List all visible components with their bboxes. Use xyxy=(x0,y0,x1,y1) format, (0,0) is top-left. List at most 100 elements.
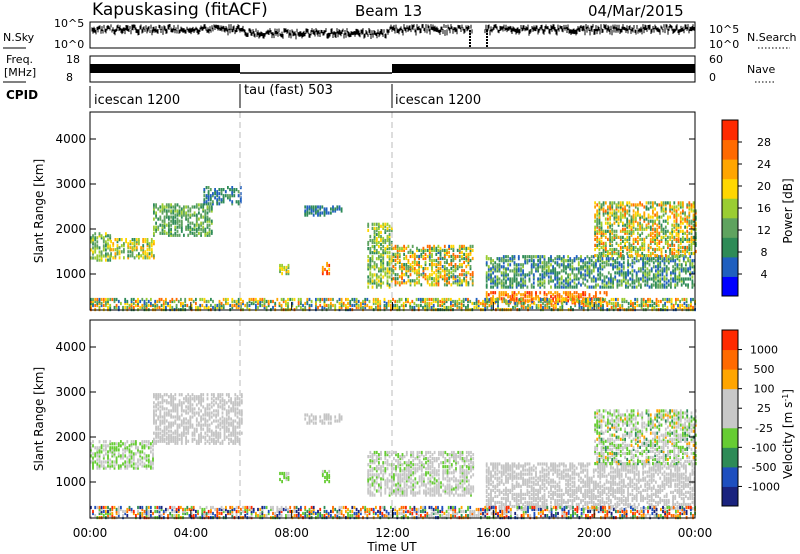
data-cell xyxy=(388,283,391,287)
data-cell xyxy=(378,267,380,271)
data-cell xyxy=(382,281,385,285)
data-cell xyxy=(432,305,435,310)
data-cell xyxy=(530,257,533,261)
data-cell xyxy=(619,201,622,205)
data-cell xyxy=(163,439,166,443)
data-cell xyxy=(102,244,105,248)
data-cell xyxy=(554,285,557,289)
data-cell xyxy=(367,275,370,279)
data-cell xyxy=(428,303,431,308)
data-cell xyxy=(622,239,624,243)
data-cell xyxy=(637,227,639,231)
data-cell xyxy=(591,303,594,308)
data-cell xyxy=(218,196,221,200)
data-cell xyxy=(168,401,170,405)
data-cell xyxy=(375,240,378,245)
data-cell xyxy=(382,267,385,271)
data-cell xyxy=(622,215,624,219)
data-cell xyxy=(632,215,635,219)
data-cell xyxy=(351,303,354,308)
data-cell xyxy=(143,305,146,310)
data-cell xyxy=(556,257,559,261)
data-cell xyxy=(105,444,107,448)
data-cell xyxy=(622,277,625,281)
data-cell xyxy=(176,221,179,225)
data-cell xyxy=(189,209,192,213)
data-cell xyxy=(155,433,157,437)
data-cell xyxy=(471,283,474,287)
data-cell xyxy=(562,285,565,289)
data-cell xyxy=(628,213,631,217)
data-cell xyxy=(601,267,604,271)
data-cell xyxy=(218,299,221,304)
data-cell xyxy=(594,205,596,209)
data-cell xyxy=(560,269,563,273)
nsearch-label: N.Search xyxy=(747,31,797,44)
data-cell xyxy=(569,281,572,285)
data-cell xyxy=(607,271,610,275)
data-cell xyxy=(129,250,132,254)
data-cell xyxy=(168,229,170,233)
data-cell xyxy=(610,273,612,277)
data-cell xyxy=(435,281,438,285)
data-cell xyxy=(306,207,309,211)
data-cell xyxy=(145,303,148,308)
data-cell xyxy=(598,209,601,213)
data-cell xyxy=(317,205,319,209)
data-cell xyxy=(544,305,547,310)
data-cell xyxy=(532,255,535,259)
data-cell xyxy=(691,265,694,269)
data-cell xyxy=(210,297,212,302)
data-cell xyxy=(598,213,601,217)
data-cell xyxy=(567,273,569,277)
data-cell xyxy=(161,405,164,409)
data-cell xyxy=(94,299,97,304)
data-cell xyxy=(548,299,551,304)
data-cell xyxy=(686,245,689,250)
data-cell xyxy=(168,441,170,445)
data-cell xyxy=(323,297,326,302)
data-cell xyxy=(643,243,646,247)
data-cell xyxy=(637,277,640,281)
data-cell xyxy=(522,293,524,297)
data-cell xyxy=(612,305,615,310)
data-cell xyxy=(163,231,166,235)
data-cell xyxy=(615,241,618,245)
data-cell xyxy=(619,237,622,241)
data-cell xyxy=(184,297,187,302)
data-cell xyxy=(595,261,597,265)
data-cell xyxy=(595,303,598,308)
data-cell xyxy=(632,221,635,225)
data-cell xyxy=(624,227,626,231)
data-cell xyxy=(600,305,602,310)
data-cell xyxy=(654,233,656,237)
data-cell xyxy=(407,299,409,304)
data-cell xyxy=(668,297,671,302)
data-cell xyxy=(588,285,591,289)
data-cell xyxy=(157,217,160,221)
data-cell xyxy=(565,293,567,297)
data-cell xyxy=(441,303,444,308)
data-cell xyxy=(170,433,172,437)
data-cell xyxy=(431,281,433,285)
data-cell xyxy=(116,238,119,242)
data-cell xyxy=(690,251,693,256)
data-cell xyxy=(617,223,620,227)
data-cell xyxy=(490,291,492,295)
data-cell xyxy=(535,263,537,267)
data-cell xyxy=(546,305,549,310)
data-cell xyxy=(657,303,660,308)
data-cell xyxy=(507,255,509,259)
data-cell xyxy=(390,267,393,271)
data-cell xyxy=(178,225,181,229)
data-cell xyxy=(496,281,499,285)
data-cell xyxy=(560,295,563,299)
data-cell xyxy=(445,297,448,302)
data-cell xyxy=(443,265,446,269)
data-cell xyxy=(377,303,379,308)
data-cell xyxy=(496,267,499,271)
data-cell xyxy=(674,279,677,283)
data-cell xyxy=(485,291,488,295)
data-cell xyxy=(143,456,146,460)
data-cell xyxy=(573,275,576,279)
